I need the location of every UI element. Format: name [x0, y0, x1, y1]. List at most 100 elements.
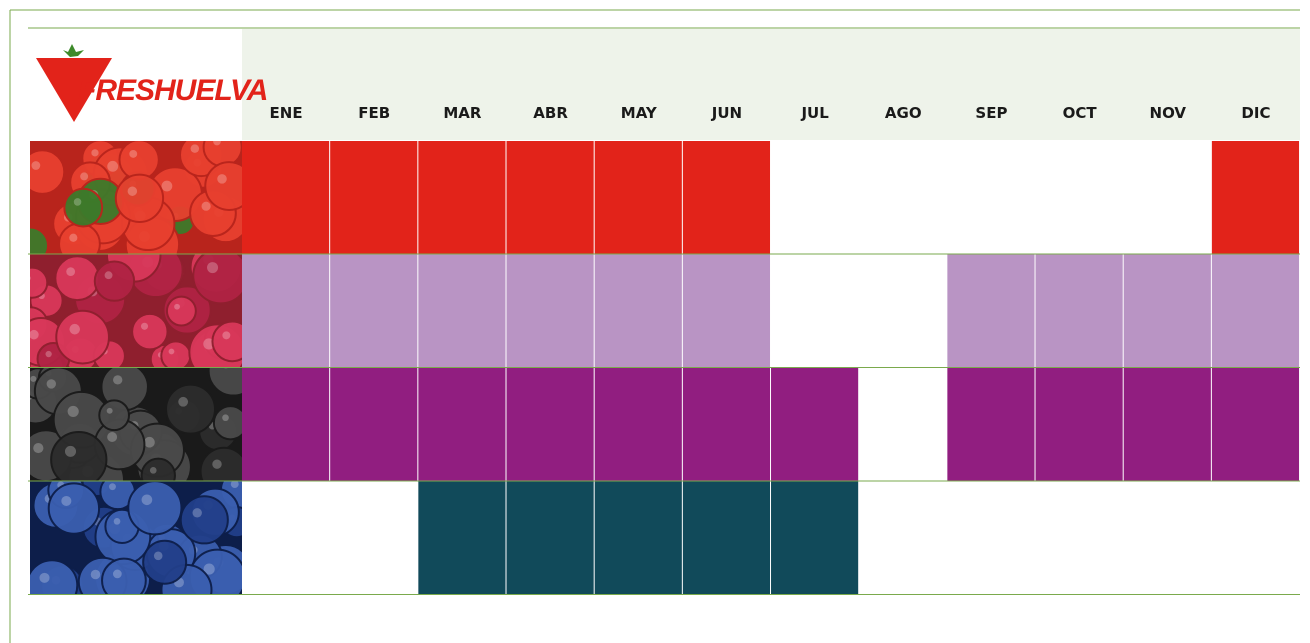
month-cell — [859, 141, 946, 254]
month-label: AGO — [885, 104, 922, 122]
berry-shine — [169, 349, 175, 355]
month-cell — [242, 368, 329, 481]
berry — [95, 261, 134, 300]
month-cell — [771, 368, 858, 481]
month-cell — [418, 255, 505, 368]
month-cell — [1036, 255, 1123, 368]
berry-shine — [45, 351, 51, 357]
month-cell — [330, 255, 417, 368]
berry-shine — [202, 202, 211, 211]
berry-shine — [207, 262, 218, 273]
month-cell — [683, 255, 770, 368]
month-label: DIC — [1241, 104, 1270, 122]
berry — [181, 496, 228, 543]
berry-shine — [69, 324, 80, 335]
month-cell — [1124, 255, 1211, 368]
berry — [51, 432, 106, 487]
month-label: OCT — [1063, 104, 1098, 122]
berry-shine — [39, 573, 49, 583]
berry — [64, 189, 102, 227]
berry-shine — [91, 570, 101, 580]
month-cell — [507, 482, 594, 595]
berry — [102, 559, 146, 603]
month-cell — [1036, 141, 1123, 254]
month-label: ENE — [270, 104, 303, 122]
berry-shine — [107, 408, 113, 414]
month-cell — [1212, 368, 1299, 481]
berry-shine — [22, 316, 29, 323]
berry-shine — [30, 376, 36, 382]
month-cell — [771, 255, 858, 368]
berry-shine — [178, 397, 188, 407]
month-cell — [1036, 482, 1123, 595]
month-cell — [595, 482, 682, 595]
berry-shine — [129, 150, 137, 158]
month-label: JUN — [711, 104, 742, 122]
month-cell — [418, 482, 505, 595]
month-cell — [330, 482, 417, 595]
month-cell — [859, 482, 946, 595]
berry-shine — [141, 323, 148, 330]
month-cell — [859, 368, 946, 481]
berry-shine — [154, 551, 163, 560]
logo-text: FRESHUELVA — [78, 74, 267, 107]
month-cell — [242, 141, 329, 254]
berry-shine — [142, 494, 153, 505]
berry-shine — [107, 432, 117, 442]
berry — [143, 541, 186, 584]
berry-shine — [150, 467, 157, 474]
berry-shine — [68, 406, 79, 417]
month-cell — [1212, 255, 1299, 368]
month-cell — [507, 141, 594, 254]
berry-shine — [217, 174, 227, 184]
berry-shine — [113, 570, 122, 579]
month-cell — [595, 141, 682, 254]
berry-shine — [191, 144, 199, 152]
berry-shine — [213, 138, 221, 146]
berry-shine — [91, 149, 98, 156]
berry-shine — [222, 414, 229, 421]
month-label: ABR — [533, 104, 568, 122]
berry-shine — [47, 379, 56, 388]
berry-shine — [222, 331, 230, 339]
month-label: JUL — [800, 104, 829, 122]
month-cell — [771, 141, 858, 254]
berry-shine — [74, 198, 82, 206]
month-cell — [507, 368, 594, 481]
berry — [161, 341, 190, 370]
month-cell — [1124, 141, 1211, 254]
fruit-photo — [12, 128, 253, 271]
berry — [27, 560, 77, 610]
berry — [204, 128, 242, 166]
header-background — [242, 29, 1300, 140]
month-cell — [1036, 368, 1123, 481]
berry — [166, 385, 215, 434]
berry — [17, 268, 47, 298]
berry — [167, 297, 196, 326]
month-cell — [947, 255, 1034, 368]
berry-shine — [212, 460, 221, 469]
berry — [116, 175, 163, 222]
month-cell — [242, 255, 329, 368]
month-cell — [330, 141, 417, 254]
berry-shine — [25, 275, 31, 281]
month-label: NOV — [1150, 104, 1187, 122]
berry-shine — [21, 236, 28, 243]
month-cell — [947, 141, 1034, 254]
berry — [49, 483, 99, 533]
berry-shine — [33, 443, 43, 453]
month-label: MAY — [621, 104, 658, 122]
berry-shine — [32, 161, 41, 170]
month-label: FEB — [358, 104, 390, 122]
berry — [128, 481, 181, 534]
berry-shine — [61, 496, 71, 506]
berry-shine — [69, 234, 77, 242]
fruit-photo — [27, 468, 261, 615]
month-cell — [947, 482, 1034, 595]
berry-shine — [162, 181, 173, 192]
berry-shine — [109, 483, 116, 490]
month-cell — [771, 482, 858, 595]
month-cell — [595, 368, 682, 481]
month-cell — [683, 141, 770, 254]
month-cell — [1124, 482, 1211, 595]
